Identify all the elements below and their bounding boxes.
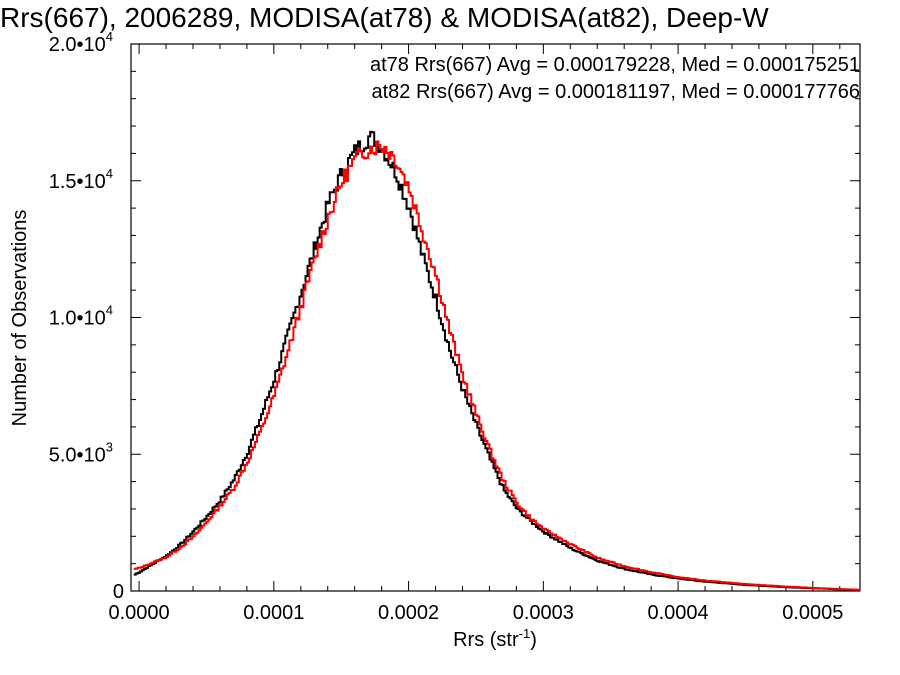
y-tick-exponent: 4 <box>106 303 113 318</box>
legend-entry-at78: at78 Rrs(667) Avg = 0.000179228, Med = 0… <box>370 54 860 76</box>
y-tick-label: 5.0•103 <box>49 439 113 466</box>
y-tick-label: 0 <box>113 581 124 603</box>
x-axis-label-close: ) <box>530 629 537 651</box>
y-tick-mantissa: 1.0•10 <box>49 308 106 330</box>
y-tick-mantissa: 1.5•10 <box>49 171 106 193</box>
y-tick-mantissa: 5.0•10 <box>49 444 106 466</box>
x-axis-label-exponent: -1 <box>519 626 531 641</box>
x-axis: 0.0000 0.0001 0.0002 0.0003 0.0004 0.0005 <box>108 44 843 624</box>
series-line-at82 <box>133 140 861 591</box>
x-axis-label-text: Rrs (str <box>453 629 519 651</box>
series-group <box>133 130 861 591</box>
x-tick-label: 0.0002 <box>378 602 439 624</box>
legend-entry-at82: at82 Rrs(667) Avg = 0.000181197, Med = 0… <box>371 81 860 103</box>
series-line-at78 <box>133 130 861 591</box>
x-tick-label: 0.0004 <box>648 602 709 624</box>
y-tick-label: 1.0•104 <box>49 303 113 330</box>
y-tick-exponent: 4 <box>106 166 113 181</box>
y-tick-label: 1.5•104 <box>49 166 113 193</box>
y-tick-label: 2.0•104 <box>49 29 113 56</box>
y-tick-mantissa: 2.0•10 <box>49 34 106 56</box>
x-tick-label: 0.0005 <box>782 602 843 624</box>
x-tick-label: 0.0000 <box>108 602 169 624</box>
x-tick-label: 0.0003 <box>513 602 574 624</box>
y-tick-mantissa: 0 <box>113 581 124 603</box>
x-tick-label: 0.0001 <box>243 602 304 624</box>
chart-title: Rrs(667), 2006289, MODISA(at78) & MODISA… <box>0 2 769 33</box>
plot-frame <box>130 43 861 592</box>
y-tick-exponent: 3 <box>106 439 113 454</box>
y-tick-exponent: 4 <box>106 29 113 44</box>
x-axis-label: Rrs (str-1) <box>453 626 537 651</box>
y-axis-label: Number of Observations <box>9 210 31 427</box>
